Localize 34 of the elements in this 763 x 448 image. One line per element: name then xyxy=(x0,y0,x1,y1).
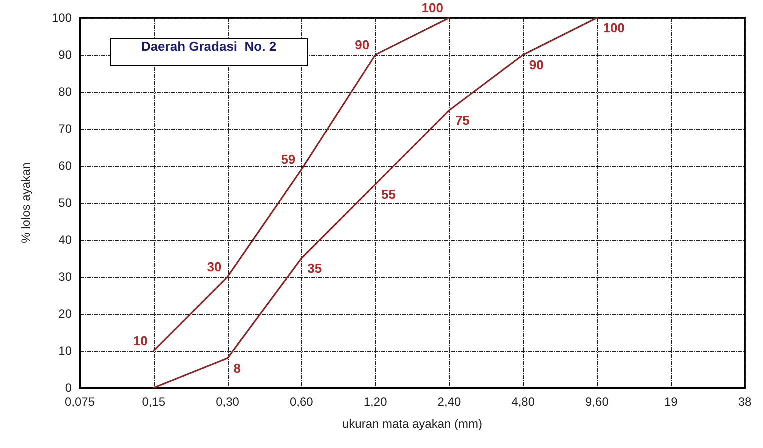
data-label: 10 xyxy=(133,334,148,348)
y-tick-label: 50 xyxy=(58,196,72,210)
data-label: 100 xyxy=(603,20,625,36)
data-label: 100 xyxy=(422,0,444,16)
y-tick-label: 30 xyxy=(58,270,72,284)
y-tick-label: 60 xyxy=(58,159,72,173)
y-tick-label: 70 xyxy=(58,122,72,136)
x-axis-title: ukuran mata ayakan (mm) xyxy=(342,417,483,431)
data-label: 75 xyxy=(455,113,470,128)
x-tick-label: 0,075 xyxy=(64,395,96,409)
x-tick-label: 19 xyxy=(664,395,678,409)
y-tick-label: 100 xyxy=(52,11,72,25)
data-label: 8 xyxy=(234,360,242,376)
y-tick-label: 40 xyxy=(58,233,72,247)
y-tick-label: 10 xyxy=(58,344,72,358)
data-label: 90 xyxy=(529,58,544,72)
x-tick-label: 0,30 xyxy=(216,395,240,409)
x-tick-label: 1,20 xyxy=(364,395,388,409)
data-label: 59 xyxy=(281,152,296,168)
data-label: 35 xyxy=(308,261,322,276)
y-tick-label: 0 xyxy=(65,381,72,395)
y-tick-label: 20 xyxy=(58,307,72,321)
x-tick-label: 0,15 xyxy=(142,395,166,409)
data-label: 55 xyxy=(382,187,396,202)
y-axis-title: % lolos ayakan xyxy=(19,162,33,244)
x-tick-label: 9,60 xyxy=(586,395,610,409)
x-tick-label: 2,40 xyxy=(438,395,462,409)
x-tick-label: 4,80 xyxy=(512,395,536,409)
data-label: 90 xyxy=(355,38,370,52)
data-label: 30 xyxy=(207,260,222,274)
x-tick-label: 0,60 xyxy=(290,395,314,409)
x-tick-label: 38 xyxy=(738,395,752,409)
y-tick-label: 90 xyxy=(58,48,72,62)
y-tick-label: 80 xyxy=(58,85,72,99)
